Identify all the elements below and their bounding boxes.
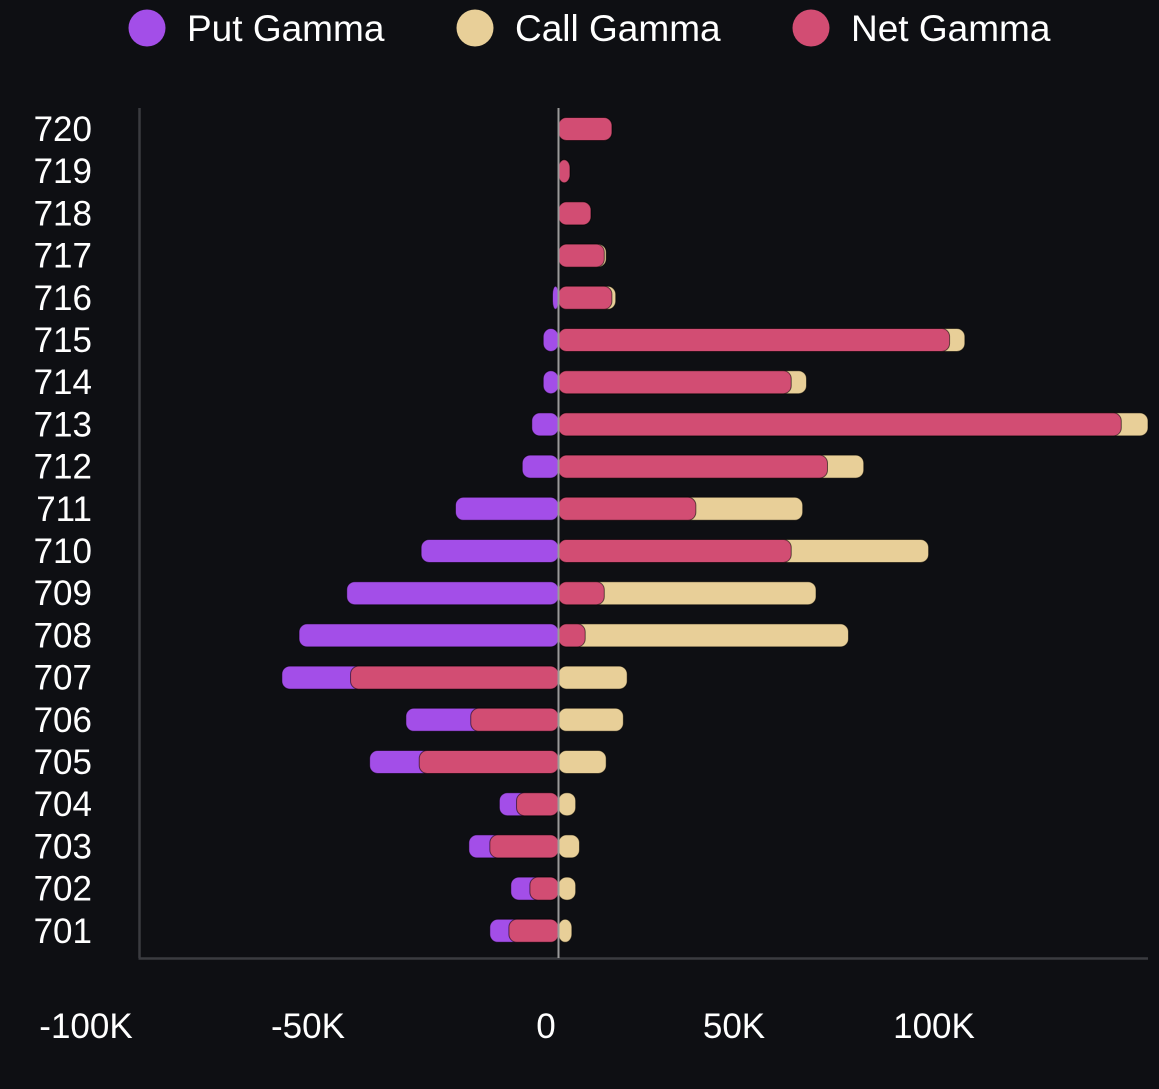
legend-label-call-gamma: Call Gamma [515, 8, 721, 49]
y-tick-label-718: 718 [34, 194, 92, 233]
bar-net-gamma-713 [558, 412, 1122, 437]
bar-put-gamma-708 [298, 623, 559, 648]
y-tick-label-716: 716 [34, 279, 92, 318]
bar-net-gamma-720 [558, 117, 613, 141]
bar-call-gamma-701 [558, 918, 573, 943]
bar-put-gamma-710 [420, 539, 559, 563]
bar-net-gamma-715 [558, 328, 951, 352]
bar-net-gamma-709 [558, 581, 605, 606]
bar-net-gamma-705 [418, 750, 559, 774]
bar-net-gamma-701 [508, 918, 560, 943]
bar-net-gamma-702 [529, 876, 559, 901]
y-tick-label-711: 711 [36, 490, 92, 529]
y-tick-label-708: 708 [34, 616, 92, 655]
bar-call-gamma-703 [558, 834, 580, 859]
bar-put-gamma-709 [346, 581, 559, 606]
bar-call-gamma-704 [558, 792, 577, 817]
y-tick-label-709: 709 [34, 574, 92, 613]
x-tick-labels: -100K -50K 0 50K 100K [39, 1007, 975, 1046]
x-tick-label-100k: 100K [893, 1007, 975, 1046]
y-tick-label-705: 705 [34, 743, 92, 782]
y-tick-label-713: 713 [34, 405, 92, 444]
bar-put-gamma-714 [542, 370, 559, 395]
x-tick-label-50k: -50K [271, 1007, 345, 1046]
bar-net-gamma-708 [558, 623, 586, 648]
legend-marker-call-gamma [456, 9, 494, 47]
bar-put-gamma-715 [542, 328, 559, 352]
bar-net-gamma-706 [470, 707, 559, 732]
x-tick-label-0: 0 [536, 1007, 555, 1046]
y-tick-label-701: 701 [34, 912, 92, 951]
bar-net-gamma-711 [558, 496, 697, 521]
bar-call-gamma-702 [558, 876, 577, 901]
bar-call-gamma-707 [558, 665, 628, 690]
y-tick-label-704: 704 [34, 785, 92, 824]
bar-net-gamma-716 [558, 285, 613, 310]
bar-net-gamma-710 [558, 539, 792, 563]
legend-marker-net-gamma [792, 9, 830, 47]
y-tick-label-719: 719 [34, 152, 92, 191]
legend-marker-put-gamma [128, 9, 166, 47]
bar-net-gamma-707 [350, 665, 560, 690]
y-tick-label-703: 703 [34, 827, 92, 866]
x-tick-label-50k: 50K [703, 1007, 765, 1046]
bar-call-gamma-706 [558, 707, 624, 732]
bar-put-gamma-712 [521, 454, 560, 479]
y-tick-label-717: 717 [34, 237, 92, 276]
bar-call-gamma-708 [558, 623, 849, 648]
y-tick-label-702: 702 [34, 870, 92, 909]
legend-label-net-gamma: Net Gamma [851, 8, 1051, 49]
bar-put-gamma-711 [454, 496, 560, 521]
legend-label-put-gamma: Put Gamma [187, 8, 385, 49]
bar-net-gamma-712 [558, 454, 828, 479]
y-tick-label-712: 712 [34, 448, 92, 487]
bar-net-gamma-717 [558, 243, 605, 268]
bar-net-gamma-704 [516, 792, 559, 817]
bar-net-gamma-703 [489, 834, 559, 859]
bar-put-gamma-713 [531, 412, 559, 437]
y-tick-label-714: 714 [34, 363, 92, 402]
bar-net-gamma-719 [558, 159, 571, 184]
bar-net-gamma-718 [558, 201, 592, 226]
y-tick-label-707: 707 [34, 659, 92, 698]
y-tick-label-720: 720 [34, 110, 92, 149]
bars-layer [281, 117, 1149, 943]
chart-legend: Put Gamma Call Gamma Net Gamma [128, 8, 1051, 49]
y-tick-label-706: 706 [34, 701, 92, 740]
x-tick-label-100k: -100K [39, 1007, 132, 1046]
bar-call-gamma-705 [558, 750, 607, 774]
y-tick-label-715: 715 [34, 321, 92, 360]
bar-net-gamma-714 [558, 370, 792, 395]
y-tick-label-710: 710 [34, 532, 92, 571]
